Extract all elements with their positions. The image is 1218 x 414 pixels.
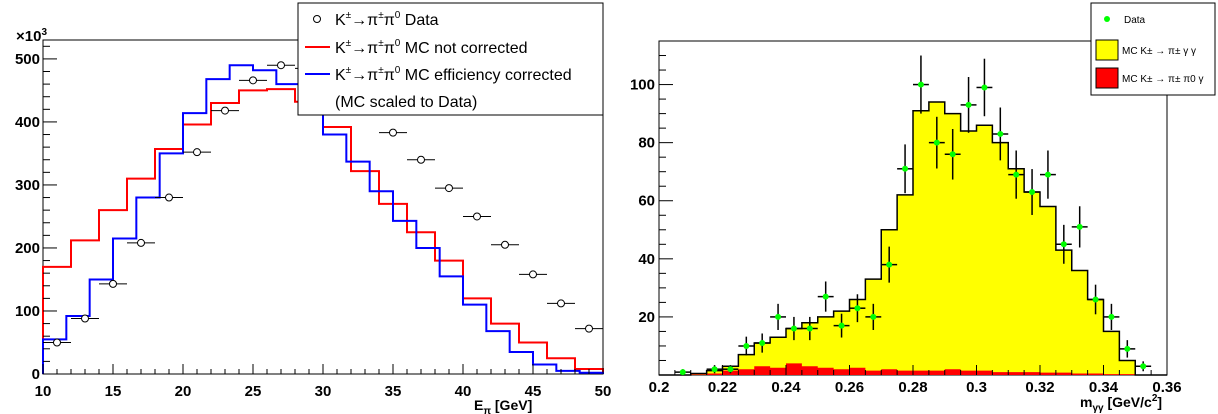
x-tick-label: 25: [245, 383, 262, 400]
data-point: [445, 184, 453, 193]
x-tick-label: 40: [455, 383, 472, 400]
data-point: [981, 84, 988, 91]
data-point: [743, 342, 750, 349]
data-point: [822, 293, 829, 300]
data-point: [886, 261, 893, 268]
data-point: [473, 212, 481, 221]
y-tick-label: 20: [638, 309, 655, 326]
data-point: [277, 61, 285, 70]
y-tick-label: 100: [630, 77, 655, 94]
y-tick-label: 100: [15, 303, 40, 320]
data-point: [193, 148, 201, 157]
data-point: [585, 324, 593, 333]
data-point: [1060, 241, 1067, 248]
data-point: [759, 340, 766, 347]
data-point: [1029, 189, 1036, 196]
data-point: [933, 139, 940, 146]
x-tick-label: 15: [105, 383, 122, 400]
x-tick-label: 35: [385, 383, 402, 400]
x-tick-label: 0.3: [966, 379, 987, 396]
data-point: [165, 193, 173, 202]
x-tick-label: 20: [175, 383, 192, 400]
data-point: [1140, 363, 1147, 370]
x-tick-label: 0.24: [771, 379, 801, 396]
legend-red-box: [1095, 67, 1119, 89]
left-x-axis-title: Eπ [GeV]: [474, 397, 532, 414]
y-tick-label: 500: [15, 51, 40, 68]
right-chart: 0.2 0.22 0.24 0.26 0.28 0.3 0.32 0.34 0.36 20 40 60…: [630, 2, 1216, 414]
x-tick-label: 0.28: [898, 379, 927, 396]
legend-item-mc-not-corrected: K±→π±π0 MC not corrected: [335, 38, 527, 57]
data-point: [1092, 296, 1099, 303]
data-point: [81, 314, 89, 323]
legend-green-dot: [1104, 16, 1110, 22]
legend-item-mc-ppg: MC K± → π± π0 γ: [1122, 74, 1203, 85]
data-point: [775, 313, 782, 320]
data-point: [965, 101, 972, 108]
x-tick-label: 0.36: [1152, 379, 1181, 396]
data-point: [838, 322, 845, 329]
data-point: [727, 366, 734, 373]
data-point: [1044, 171, 1051, 178]
y-tick-label: 80: [638, 135, 655, 152]
x-tick-label: 30: [315, 383, 332, 400]
data-point: [389, 128, 397, 137]
x-tick-label: 50: [595, 383, 612, 400]
data-point: [249, 76, 257, 85]
data-point: [997, 130, 1004, 137]
data-point: [529, 270, 537, 279]
data-point: [1124, 345, 1131, 352]
legend-item-data: K±→π±π0 Data: [335, 10, 439, 29]
y-tick-label: 0: [32, 366, 40, 383]
y-tick-label: 40: [638, 251, 655, 268]
data-point: [1108, 313, 1115, 320]
y-tick-label: 200: [15, 240, 40, 257]
data-point: [53, 338, 61, 347]
data-point: [790, 325, 797, 332]
left-legend: K±→π±π0 Data K±→π±π0 MC not corrected K±…: [297, 2, 604, 116]
legend-item-mc-pgg: MC K± → π± γ γ: [1122, 46, 1196, 57]
data-point: [1013, 171, 1020, 178]
data-point: [1076, 223, 1083, 230]
data-point: [854, 305, 861, 312]
x-tick-label: 0.32: [1025, 379, 1054, 396]
data-point: [711, 366, 718, 373]
data-point: [949, 151, 956, 158]
x-tick-label: 0.2: [649, 379, 670, 396]
legend-item-mc-efficiency-corrected: K±→π±π0 MC efficiency corrected: [335, 65, 572, 84]
series-total-outline: [659, 101, 1167, 376]
data-point: [137, 238, 145, 247]
legend-item-data-right: Data: [1124, 15, 1146, 26]
x-tick-label: 0.34: [1089, 379, 1119, 396]
legend-data-marker: [313, 15, 321, 23]
y-tick-label: 60: [638, 193, 655, 210]
data-point: [679, 369, 686, 376]
legend-item-mc-scaled-note: (MC scaled to Data): [335, 94, 477, 111]
data-point: [417, 155, 425, 164]
data-point: [870, 313, 877, 320]
data-point: [501, 240, 509, 249]
data-point: [902, 165, 909, 172]
left-y-multiplier: ×103: [16, 27, 47, 45]
data-point: [557, 299, 565, 308]
x-tick-label: 0.26: [835, 379, 864, 396]
y-tick-label: 400: [15, 114, 40, 131]
x-tick-label: 10: [35, 383, 52, 400]
series-mc-efficiency-corrected: [42, 64, 604, 374]
series-mc-pgg-fill: [659, 101, 1167, 375]
right-x-axis-title: mγγ [GeV/c2]: [1080, 393, 1162, 414]
data-point: [917, 81, 924, 88]
right-legend: Data MC K± → π± γ γ MC K± → π± π0 γ: [1090, 2, 1216, 96]
data-point: [109, 279, 117, 288]
legend-yellow-box: [1095, 39, 1119, 61]
data-point: [806, 325, 813, 332]
y-tick-label: 300: [15, 177, 40, 194]
x-tick-label: 45: [525, 383, 542, 400]
x-tick-label: 0.22: [708, 379, 737, 396]
data-point: [221, 106, 229, 115]
